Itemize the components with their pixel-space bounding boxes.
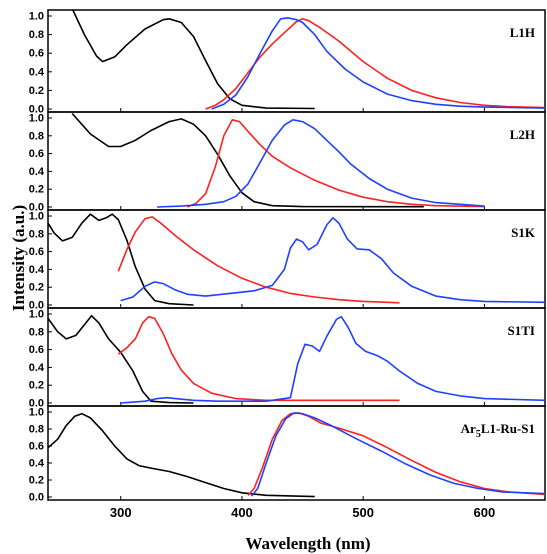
- y-tick-label: 0.2: [29, 380, 44, 392]
- y-tick-label: 1.0: [29, 211, 44, 223]
- series-blue-line: [120, 315, 545, 404]
- y-tick-label: 1.0: [29, 11, 44, 23]
- y-tick-label: 0.4: [29, 264, 45, 276]
- y-tick-label: 0.4: [29, 362, 45, 374]
- y-tick-label: 0.2: [29, 282, 44, 294]
- y-tick-label: 0.6: [29, 246, 44, 258]
- panel-frame: [47, 405, 546, 501]
- y-tick-label: 1.0: [29, 113, 44, 125]
- y-tick-label: 0.8: [29, 29, 44, 41]
- y-tick-label: 0.8: [29, 424, 44, 436]
- panel-frame: [47, 9, 546, 113]
- panel-5: 0.0 0.2 0.4 0.6 0.8 1.0 Ar5L1-Ru-S1: [29, 405, 546, 504]
- y-tick-label: 0.6: [29, 148, 44, 160]
- y-tick-label: 0.6: [29, 441, 44, 453]
- y-tick-label: 0.8: [29, 130, 44, 142]
- y-tick-label: 0.6: [29, 48, 44, 60]
- x-axis-title: Wavelength (nm): [245, 534, 370, 553]
- series-black-line: [48, 412, 315, 498]
- panels: 0.0 0.2 0.4 0.6 0.8 1.0 L1H 0.0 0.2 0.4 0.6 0.8 1.0 L…: [29, 9, 546, 504]
- panel-4: 0.0 0.2 0.4 0.6 0.8 1.0 S1TI: [29, 307, 546, 410]
- panel-label: S1TI: [508, 323, 535, 338]
- y-tick-label: 0.0: [29, 104, 44, 116]
- y-tick-label: 1.0: [29, 309, 44, 321]
- panel-label: L1H: [510, 25, 535, 40]
- panel-2: 0.0 0.2 0.4 0.6 0.8 1.0 L2H: [29, 111, 546, 214]
- y-tick-label: 0.0: [29, 202, 44, 214]
- y-tick-label: 0.0: [29, 492, 44, 504]
- y-tick-label: 0.4: [29, 166, 45, 178]
- panel-frame: [47, 307, 546, 407]
- y-tick-label: 0.0: [29, 300, 44, 312]
- y-tick-label: 0.2: [29, 184, 44, 196]
- series-red-line: [187, 119, 485, 208]
- series-blue-line: [250, 412, 545, 497]
- x-tick-label: 400: [231, 505, 253, 520]
- panel-label: Ar5L1-Ru-S1: [461, 421, 535, 440]
- series-blue-line: [211, 17, 545, 110]
- y-tick-label: 1.0: [29, 407, 44, 419]
- series-blue-line: [157, 119, 485, 208]
- panel-label: S1K: [511, 225, 536, 240]
- panel-1: 0.0 0.2 0.4 0.6 0.8 1.0 L1H: [29, 9, 546, 116]
- y-tick-label: 0.4: [29, 66, 45, 78]
- x-axis: 300 400 500 600: [110, 505, 495, 520]
- series-blue-line: [120, 217, 545, 304]
- y-tick-label: 0.8: [29, 326, 44, 338]
- x-tick-label: 500: [352, 505, 374, 520]
- x-tick-label: 300: [110, 505, 132, 520]
- series-black-line: [71, 112, 424, 208]
- series-black-line: [48, 315, 194, 404]
- series-red-line: [117, 216, 400, 304]
- x-tick-label: 600: [474, 505, 496, 520]
- panel-label: L2H: [510, 127, 535, 142]
- y-tick-label: 0.6: [29, 344, 44, 356]
- series-red-line: [205, 18, 545, 110]
- series-black-line: [71, 10, 315, 110]
- y-tick-label: 0.8: [29, 228, 44, 240]
- y-tick-label: 0.4: [29, 458, 45, 470]
- panel-frame: [47, 111, 546, 211]
- y-tick-label: 0.0: [29, 398, 44, 410]
- series-black-line: [48, 213, 194, 306]
- y-axis-title: Intensity (a.u.): [9, 205, 28, 311]
- y-tick-label: 0.2: [29, 85, 44, 97]
- series-red-line: [117, 315, 400, 402]
- panel-3: 0.0 0.2 0.4 0.6 0.8 1.0 S1K: [29, 209, 546, 312]
- y-tick-label: 0.2: [29, 475, 44, 487]
